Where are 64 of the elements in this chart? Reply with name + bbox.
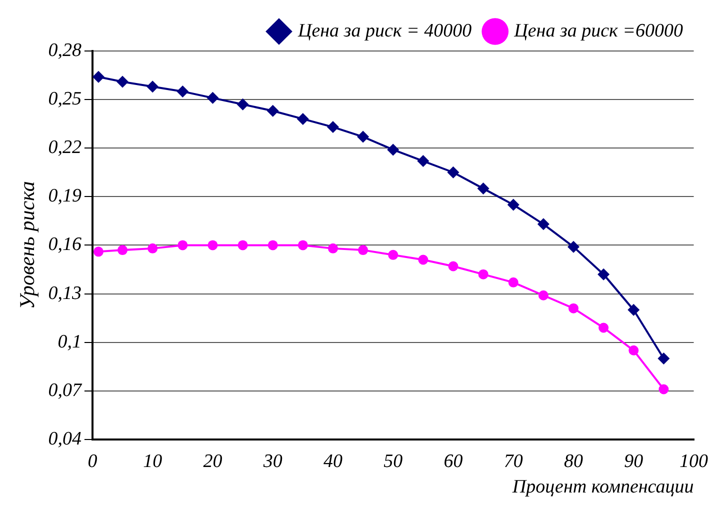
point xyxy=(538,290,548,300)
point xyxy=(266,104,279,117)
y-axis-title: Уровень риска xyxy=(15,181,40,310)
point xyxy=(628,304,640,316)
point xyxy=(148,243,158,254)
point xyxy=(238,240,248,250)
point xyxy=(507,198,520,211)
point xyxy=(357,130,370,143)
point xyxy=(92,70,104,83)
point xyxy=(298,240,308,250)
x-tick-label: 60 xyxy=(444,450,464,472)
point xyxy=(658,352,670,364)
point xyxy=(418,254,428,265)
point xyxy=(387,144,400,156)
x-tick-label: 100 xyxy=(680,450,708,472)
x-tick-label: 20 xyxy=(203,450,223,472)
point xyxy=(417,155,430,168)
y-tick-label: 0,16 xyxy=(48,234,82,256)
point xyxy=(598,322,609,333)
y-tick-label: 0,1 xyxy=(58,331,82,352)
y-tick-label: 0,07 xyxy=(48,380,83,401)
point xyxy=(448,261,458,272)
legend-label: Цена за риск =60000 xyxy=(513,20,684,42)
point xyxy=(208,240,218,250)
x-tick-label: 40 xyxy=(323,450,343,472)
point xyxy=(447,166,460,178)
y-tick-label: 0,04 xyxy=(48,428,82,450)
x-tick-label: 50 xyxy=(384,450,404,472)
point xyxy=(477,182,490,195)
x-tick-label: 30 xyxy=(262,450,283,472)
point xyxy=(326,121,339,134)
legend-label: Цена за риск = 40000 xyxy=(296,20,472,42)
x-tick-label: 90 xyxy=(624,450,644,472)
x-axis-title: Процент компенсации xyxy=(511,476,694,498)
y-tick-label: 0,25 xyxy=(48,88,82,110)
point xyxy=(93,246,104,257)
point xyxy=(328,243,338,254)
point xyxy=(118,245,128,256)
point xyxy=(206,92,219,104)
point xyxy=(388,250,398,260)
point xyxy=(296,112,309,125)
x-tick-label: 10 xyxy=(143,450,163,472)
point xyxy=(116,76,129,88)
point xyxy=(537,218,550,230)
y-tick-label: 0,13 xyxy=(48,282,82,304)
point xyxy=(598,268,610,280)
point xyxy=(268,240,278,250)
point xyxy=(236,98,249,110)
point xyxy=(628,345,639,356)
y-tick-label: 0,19 xyxy=(48,186,82,207)
point xyxy=(508,277,518,288)
x-tick-label: 0 xyxy=(88,450,98,472)
point xyxy=(478,269,488,280)
y-tick-label: 0,22 xyxy=(48,137,82,158)
point xyxy=(568,303,578,314)
point xyxy=(178,240,188,250)
point xyxy=(176,85,189,98)
point xyxy=(567,240,580,253)
x-tick-label: 80 xyxy=(564,450,584,472)
x-tick-label: 70 xyxy=(504,450,524,472)
y-tick-label: 0,28 xyxy=(48,40,82,61)
point xyxy=(658,384,669,394)
point xyxy=(146,80,159,93)
point xyxy=(358,245,368,256)
